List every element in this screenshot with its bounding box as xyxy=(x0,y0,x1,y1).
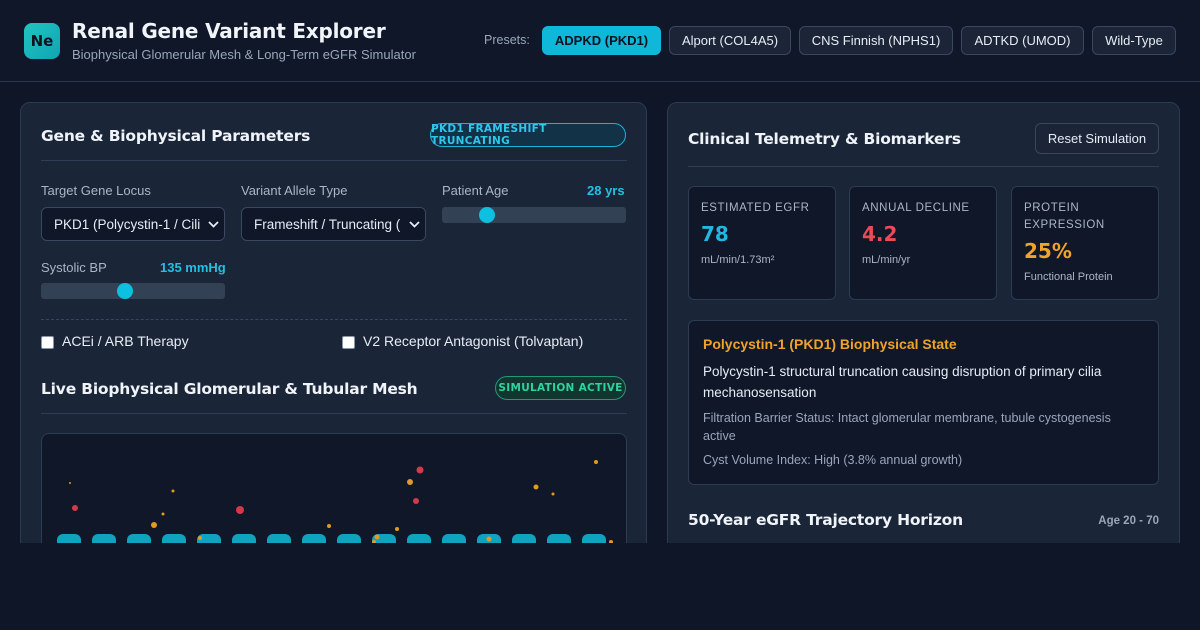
systolic-bp-slider[interactable] xyxy=(41,283,225,299)
solute-particle xyxy=(198,536,202,540)
annual-decline-metric-card: Annual Decline 4.2 mL/min/yr xyxy=(849,186,997,300)
solute-particle xyxy=(69,482,71,484)
solute-particle xyxy=(161,512,165,516)
systolic-bp-label: Systolic BP xyxy=(41,260,107,275)
gene-locus-label: Target Gene Locus xyxy=(41,183,151,198)
solute-particle xyxy=(551,492,555,496)
variant-type-value: Frameshift / Truncating ( xyxy=(254,216,401,232)
solute-particle xyxy=(533,484,539,490)
protein-expression-metric-card: Protein Expression 25% Functional Protei… xyxy=(1011,186,1159,300)
tolvaptan-label[interactable]: V2 Receptor Antagonist (Tolvaptan) xyxy=(363,333,584,349)
systolic-bp-value: 135 mmHg xyxy=(160,260,226,275)
chevron-down-icon xyxy=(403,208,425,240)
preset-adtkd-button[interactable]: ADTKD (UMOD) xyxy=(961,26,1084,55)
egfr-value: 78 xyxy=(701,222,729,246)
dashed-divider xyxy=(41,319,627,320)
variant-badge: PKD1 FRAMESHIFT TRUNCATING xyxy=(430,123,626,147)
cyst-particle xyxy=(236,506,244,514)
preset-wild-type-button[interactable]: Wild-Type xyxy=(1092,26,1176,55)
metric-label: Annual Decline xyxy=(862,202,970,214)
state-title: Polycystin-1 (PKD1) Biophysical State xyxy=(703,336,957,352)
parameters-panel: Gene & Biophysical Parameters PKD1 FRAME… xyxy=(20,102,647,562)
patient-age-slider-thumb[interactable] xyxy=(479,207,495,223)
solute-particle xyxy=(327,524,331,528)
page-background xyxy=(0,543,1200,630)
app-subtitle: Biophysical Glomerular Mesh & Long-Term … xyxy=(72,47,416,62)
solute-particle xyxy=(395,527,399,531)
tolvaptan-checkbox[interactable] xyxy=(342,336,355,349)
acei-arb-checkbox[interactable] xyxy=(41,336,54,349)
metric-label: Estimated eGFR xyxy=(701,202,810,214)
gene-locus-select[interactable]: PKD1 (Polycystin-1 / Cili xyxy=(41,207,225,241)
solute-particle xyxy=(594,460,598,464)
egfr-metric-card: Estimated eGFR 78 mL/min/1.73m² xyxy=(688,186,836,300)
protein-expression-value: 25% xyxy=(1024,239,1072,263)
variant-type-label: Variant Allele Type xyxy=(241,183,348,198)
chevron-down-icon xyxy=(202,208,224,240)
acei-arb-label[interactable]: ACEi / ARB Therapy xyxy=(62,333,189,349)
divider xyxy=(41,160,627,161)
state-description: Polycystin-1 structural truncation causi… xyxy=(703,364,1102,400)
cyst-particle xyxy=(416,466,424,474)
preset-alport-button[interactable]: Alport (COL4A5) xyxy=(669,26,791,55)
cyst-particle xyxy=(413,498,419,504)
patient-age-value: 28 yrs xyxy=(587,183,625,198)
preset-cns-finnish-button[interactable]: CNS Finnish (NPHS1) xyxy=(799,26,953,55)
solute-particle xyxy=(151,522,157,528)
simulation-status-badge: SIMULATION ACTIVE xyxy=(495,376,626,400)
solute-particle xyxy=(407,479,413,485)
solute-particle xyxy=(486,536,492,542)
trajectory-title: 50-Year eGFR Trajectory Horizon xyxy=(688,511,963,529)
solute-particle xyxy=(171,489,175,493)
metric-unit: mL/min/1.73m² xyxy=(701,254,775,266)
telemetry-title: Clinical Telemetry & Biomarkers xyxy=(688,130,961,148)
telemetry-panel: Clinical Telemetry & Biomarkers Reset Si… xyxy=(667,102,1180,562)
cyst-volume-index: Cyst Volume Index: High (3.8% annual gro… xyxy=(703,453,963,467)
gene-locus-value: PKD1 (Polycystin-1 / Cili xyxy=(54,216,201,232)
variant-type-select[interactable]: Frameshift / Truncating ( xyxy=(241,207,426,241)
reset-simulation-button[interactable]: Reset Simulation xyxy=(1035,123,1159,154)
trajectory-range: Age 20 - 70 xyxy=(1098,515,1159,527)
filtration-status: Filtration Barrier Status: Intact glomer… xyxy=(703,411,1111,443)
app-header: Ne Renal Gene Variant Explorer Biophysic… xyxy=(0,0,1200,82)
presets-label: Presets: xyxy=(484,33,530,47)
patient-age-slider[interactable] xyxy=(442,207,626,223)
parameters-title: Gene & Biophysical Parameters xyxy=(41,127,311,145)
mesh-title: Live Biophysical Glomerular & Tubular Me… xyxy=(41,380,418,398)
divider xyxy=(41,413,627,414)
divider xyxy=(688,166,1159,167)
metric-unit: Functional Protein xyxy=(1024,271,1113,283)
solute-particle xyxy=(374,534,380,540)
cyst-particle xyxy=(72,505,78,511)
metric-unit: mL/min/yr xyxy=(862,254,911,266)
annual-decline-value: 4.2 xyxy=(862,222,898,246)
app-title: Renal Gene Variant Explorer xyxy=(72,19,386,43)
biophysical-state-card: Polycystin-1 (PKD1) Biophysical State Po… xyxy=(688,320,1159,485)
systolic-bp-slider-thumb[interactable] xyxy=(117,283,133,299)
patient-age-label: Patient Age xyxy=(442,183,509,198)
preset-adpkd-button[interactable]: ADPKD (PKD1) xyxy=(542,26,661,55)
app-logo: Ne xyxy=(24,23,60,59)
metric-label: Protein Expression xyxy=(1024,202,1105,231)
